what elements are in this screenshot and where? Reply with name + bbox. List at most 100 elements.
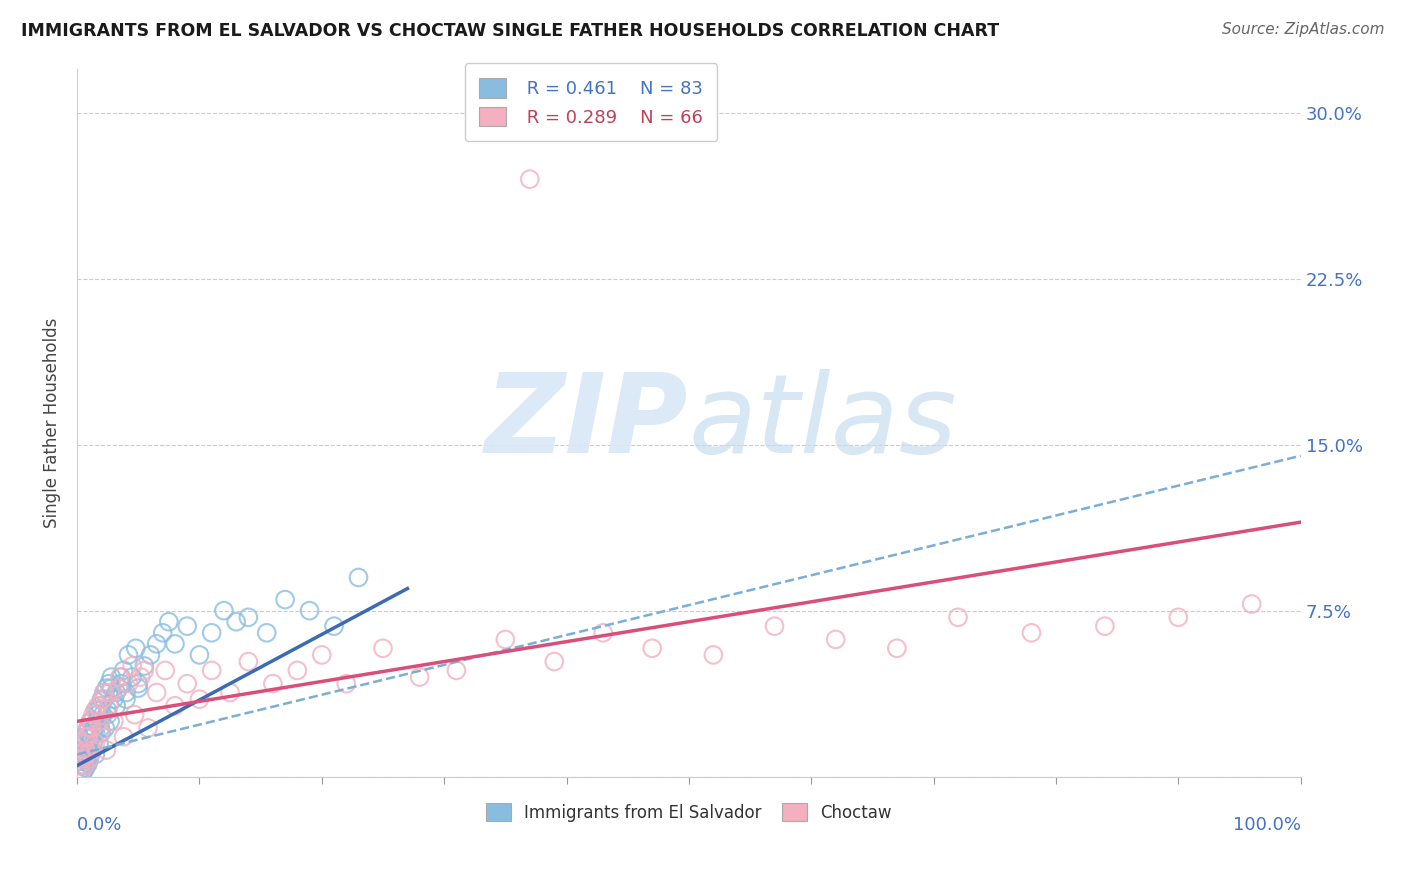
Point — [69, 765, 91, 780]
Point — [98, 714, 121, 729]
Point — [105, 685, 128, 699]
Point — [238, 610, 260, 624]
Point — [100, 681, 122, 695]
Point — [77, 721, 100, 735]
Point — [163, 637, 186, 651]
Point — [97, 707, 120, 722]
Point — [82, 725, 104, 739]
Point — [592, 625, 614, 640]
Point — [77, 743, 100, 757]
Point — [93, 685, 115, 699]
Point — [79, 736, 101, 750]
Point — [107, 681, 129, 695]
Point — [96, 681, 118, 695]
Text: 0.0%: 0.0% — [77, 815, 122, 833]
Point — [1240, 597, 1263, 611]
Point — [69, 763, 91, 777]
Point — [90, 725, 112, 739]
Point — [103, 714, 125, 729]
Point — [72, 736, 94, 750]
Point — [274, 592, 297, 607]
Text: ZIP: ZIP — [485, 369, 689, 476]
Point — [76, 725, 98, 739]
Point — [408, 670, 430, 684]
Point — [80, 714, 103, 729]
Point — [69, 747, 91, 762]
Point — [824, 632, 846, 647]
Point — [256, 625, 278, 640]
Point — [371, 641, 394, 656]
Point — [84, 703, 107, 717]
Point — [91, 692, 114, 706]
Point — [311, 648, 333, 662]
Point — [543, 655, 565, 669]
Point — [134, 664, 156, 678]
Point — [89, 698, 111, 713]
Point — [117, 648, 139, 662]
Point — [76, 743, 98, 757]
Point — [97, 676, 120, 690]
Point — [79, 747, 101, 762]
Point — [98, 685, 121, 699]
Point — [1094, 619, 1116, 633]
Point — [69, 758, 91, 772]
Y-axis label: Single Father Households: Single Father Households — [44, 318, 60, 528]
Point — [94, 721, 117, 735]
Point — [87, 736, 110, 750]
Point — [157, 615, 180, 629]
Point — [152, 625, 174, 640]
Point — [70, 758, 93, 772]
Point — [163, 698, 186, 713]
Point — [73, 752, 96, 766]
Point — [97, 698, 120, 713]
Point — [702, 648, 724, 662]
Point — [103, 692, 125, 706]
Point — [519, 172, 541, 186]
Text: 100.0%: 100.0% — [1233, 815, 1301, 833]
Point — [73, 758, 96, 772]
Point — [127, 676, 149, 690]
Point — [121, 659, 143, 673]
Point — [75, 730, 97, 744]
Point — [72, 752, 94, 766]
Point — [1167, 610, 1189, 624]
Point — [112, 664, 135, 678]
Point — [225, 615, 247, 629]
Point — [70, 752, 93, 766]
Point — [763, 619, 786, 633]
Point — [80, 721, 103, 735]
Point — [79, 714, 101, 729]
Point — [84, 747, 107, 762]
Point — [335, 676, 357, 690]
Point — [87, 703, 110, 717]
Point — [107, 681, 129, 695]
Point — [84, 703, 107, 717]
Point — [285, 664, 308, 678]
Point — [347, 570, 370, 584]
Point — [129, 670, 152, 684]
Point — [127, 681, 149, 695]
Point — [69, 754, 91, 768]
Point — [115, 692, 138, 706]
Point — [72, 747, 94, 762]
Point — [212, 604, 235, 618]
Text: IMMIGRANTS FROM EL SALVADOR VS CHOCTAW SINGLE FATHER HOUSEHOLDS CORRELATION CHAR: IMMIGRANTS FROM EL SALVADOR VS CHOCTAW S… — [21, 22, 1000, 40]
Point — [90, 692, 112, 706]
Point — [121, 670, 143, 684]
Point — [176, 676, 198, 690]
Point — [298, 604, 321, 618]
Point — [641, 641, 664, 656]
Point — [75, 730, 97, 744]
Point — [124, 707, 146, 722]
Point — [145, 637, 167, 651]
Point — [91, 707, 114, 722]
Point — [77, 730, 100, 744]
Point — [446, 664, 468, 678]
Point — [134, 659, 156, 673]
Point — [188, 692, 211, 706]
Point — [93, 685, 115, 699]
Point — [76, 747, 98, 762]
Point — [87, 714, 110, 729]
Point — [110, 676, 132, 690]
Point — [262, 676, 284, 690]
